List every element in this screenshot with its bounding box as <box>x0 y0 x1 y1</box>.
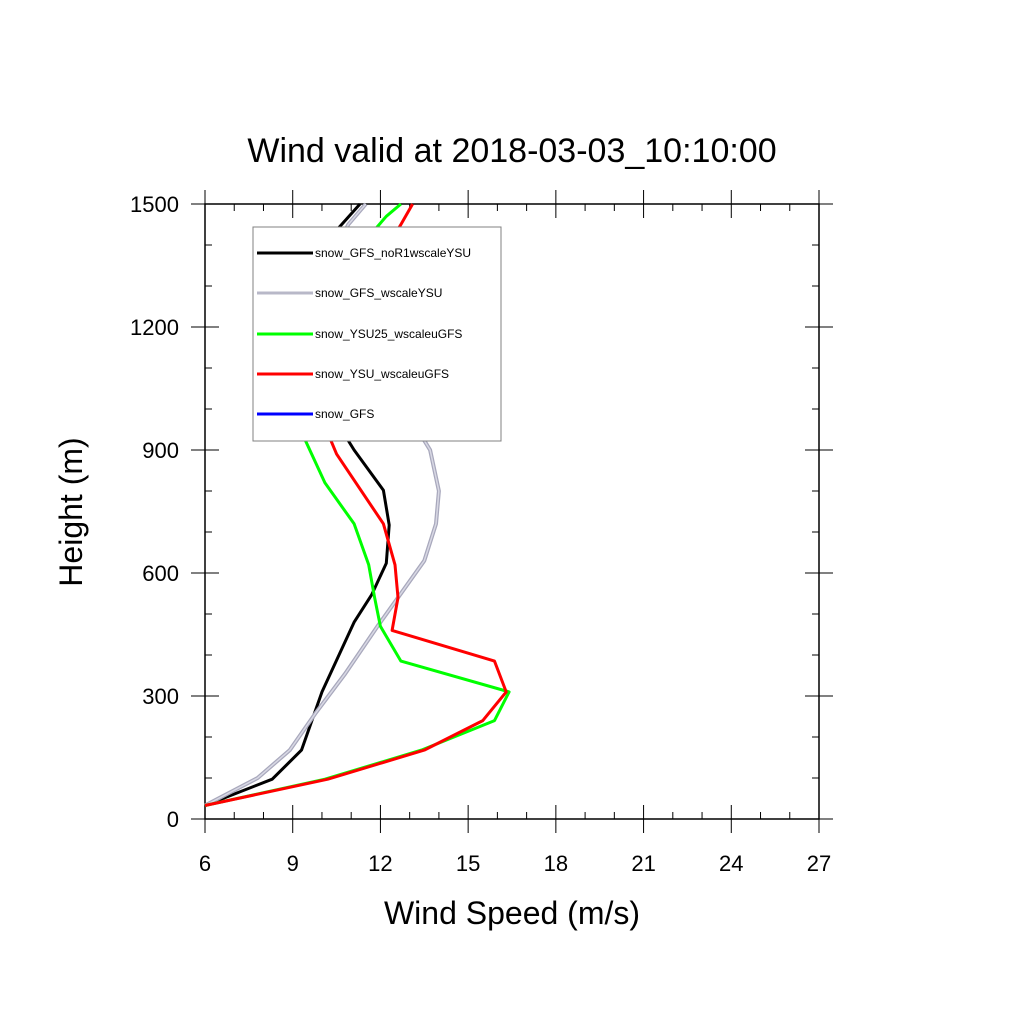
y-tick-label: 300 <box>142 684 179 709</box>
legend-label: snow_YSU25_wscaleuGFS <box>315 327 462 341</box>
y-tick-label: 0 <box>167 807 179 832</box>
y-axis-label: Height (m) <box>53 437 89 586</box>
x-tick-label: 15 <box>456 851 480 876</box>
y-tick-label: 600 <box>142 561 179 586</box>
x-tick-label: 27 <box>807 851 831 876</box>
x-tick-label: 12 <box>368 851 392 876</box>
x-tick-label: 6 <box>199 851 211 876</box>
y-tick-label: 1200 <box>130 315 179 340</box>
legend-label: snow_GFS_wscaleYSU <box>315 286 442 300</box>
legend-label: snow_YSU_wscaleuGFS <box>315 367 449 381</box>
x-axis-label: Wind Speed (m/s) <box>384 895 640 931</box>
chart-title: Wind valid at 2018-03-03_10:10:00 <box>247 132 776 170</box>
x-tick-label: 9 <box>287 851 299 876</box>
plot-frame <box>204 203 820 820</box>
legend-label: snow_GFS <box>315 407 374 421</box>
legend: snow_GFS_noR1wscaleYSU snow_GFS_wscaleYSU… <box>257 246 471 421</box>
x-tick-label: 21 <box>631 851 655 876</box>
legend-label: snow_GFS_noR1wscaleYSU <box>315 246 471 260</box>
x-tick-label: 24 <box>719 851 743 876</box>
axis-ticks: 6 9 12 15 18 21 24 27 0 300 600 900 1200 1500 <box>130 190 833 876</box>
x-tick-label: 18 <box>544 851 568 876</box>
y-tick-label: 1500 <box>130 192 179 217</box>
y-tick-label: 900 <box>142 438 179 463</box>
